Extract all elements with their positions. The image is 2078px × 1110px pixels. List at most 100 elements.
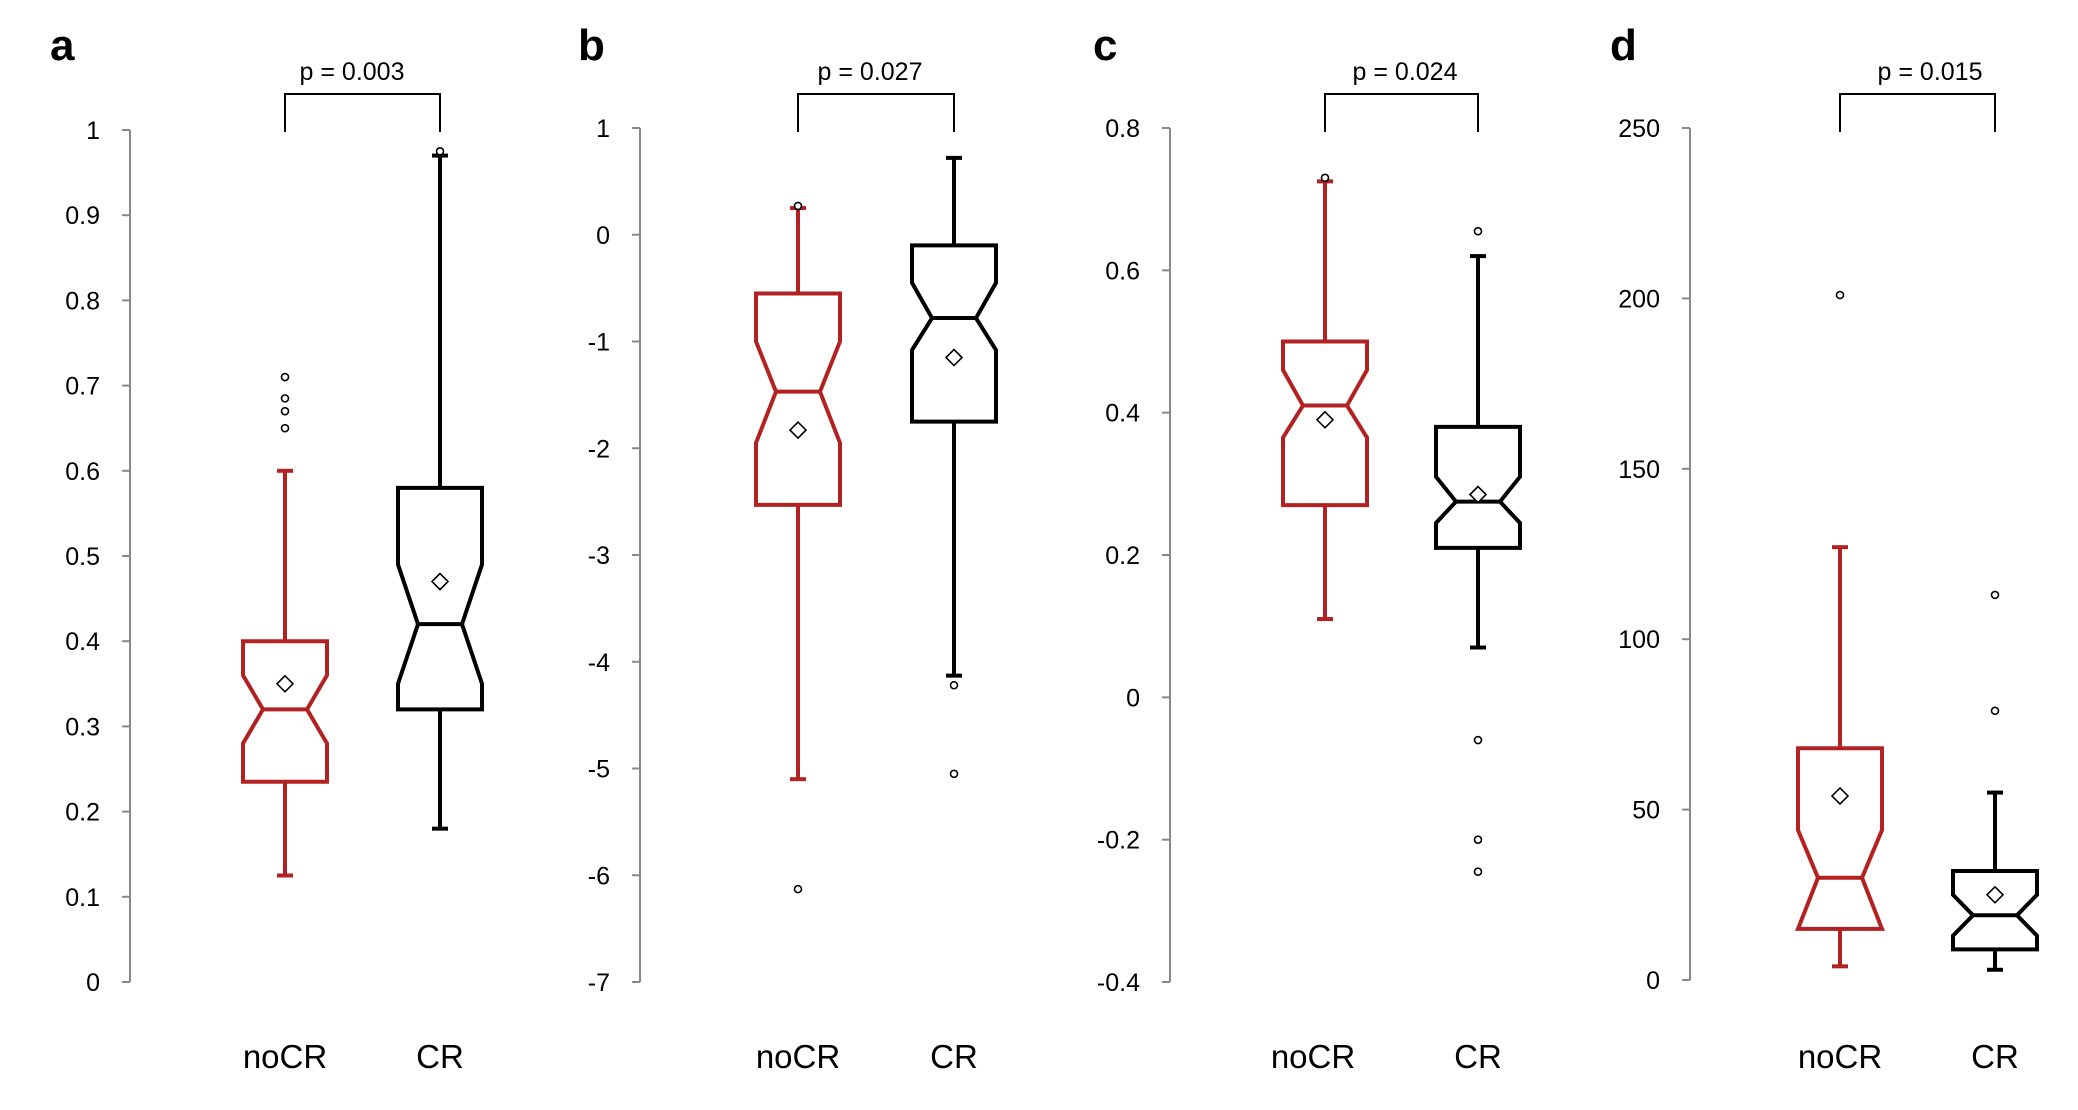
notched-box: [754, 291, 842, 507]
mean-marker: [275, 674, 295, 693]
box-cr: [396, 147, 484, 831]
panel-letter: b: [578, 21, 605, 70]
plot-area: [241, 93, 484, 878]
outlier-point: [1473, 735, 1483, 745]
y-tick-label: 0.5: [65, 543, 100, 571]
y-tick-label: 0.2: [1105, 542, 1140, 570]
outlier-point: [1473, 226, 1483, 236]
y-tick-label: 0.3: [65, 713, 100, 741]
panel-letter: d: [1610, 21, 1637, 70]
outlier-point: [280, 423, 290, 433]
y-tick-label: 0: [1646, 967, 1660, 995]
category-label-cr: CR: [416, 1038, 464, 1075]
box-nocr: [754, 201, 842, 894]
y-tick-label: 1: [86, 117, 100, 145]
box-nocr: [1281, 173, 1369, 622]
y-tick-label: -0.4: [1097, 969, 1140, 997]
category-label-nocr: noCR: [756, 1038, 840, 1075]
y-tick-label: 0.9: [65, 202, 100, 230]
outlier-point: [949, 769, 959, 779]
panel-d: d p = 0.015 0 50 100 150 200 250 noCR CR: [1610, 21, 2039, 1075]
notched-box: [241, 639, 329, 784]
y-tick-label: -0.2: [1097, 827, 1140, 855]
box-nocr: [1795, 290, 1885, 969]
panel-c: c p = 0.024 -0.4 -0.2 0 0.2 0.4 0.6 0.8 noCR C…: [1093, 21, 1522, 1075]
notched-box: [910, 243, 998, 424]
y-tick-label: 0.8: [1105, 115, 1140, 143]
y-axis: 0 50 100 150 200 250: [1618, 115, 1691, 995]
y-tick-label: 50: [1632, 797, 1660, 825]
y-tick-label: 0.6: [65, 458, 100, 486]
p-value-label: p = 0.015: [1878, 58, 1983, 86]
y-tick-label: -5: [588, 756, 610, 784]
outlier-point: [793, 884, 803, 894]
mean-marker: [1315, 410, 1335, 429]
mean-marker: [1830, 786, 1850, 806]
y-tick-label: 0.7: [65, 373, 100, 401]
mean-marker: [788, 420, 808, 440]
y-tick-label: 0.4: [65, 628, 100, 656]
y-tick-label: 0: [86, 969, 100, 997]
outlier-point: [1473, 867, 1483, 876]
outlier-point: [280, 394, 290, 403]
outlier-point: [949, 680, 959, 690]
mean-marker: [1468, 485, 1488, 504]
y-axis: -7 -6 -5 -4 -3 -2 -1 0 1: [588, 115, 641, 997]
p-value-label: p = 0.024: [1353, 58, 1458, 86]
y-tick-label: 100: [1618, 626, 1660, 654]
y-tick-label: -1: [588, 329, 610, 357]
significance-bracket: [1324, 93, 1479, 132]
y-tick-label: -6: [588, 862, 610, 890]
category-label-nocr: noCR: [1271, 1038, 1355, 1075]
mean-marker: [430, 572, 450, 591]
outlier-point: [1990, 590, 2000, 600]
mean-marker: [944, 348, 964, 367]
outlier-point: [793, 201, 803, 211]
outlier-point: [435, 147, 445, 156]
significance-bracket: [284, 93, 441, 132]
category-label-nocr: noCR: [243, 1038, 327, 1075]
y-tick-label: 0.1: [65, 884, 100, 912]
plot-area: [754, 93, 998, 894]
significance-bracket: [797, 93, 955, 132]
panel-b: b p = 0.027 -7 -6 -5 -4 -3 -2 -1 0 1 noCR CR: [578, 21, 998, 1075]
mean-marker: [1985, 885, 2005, 904]
panel-letter: a: [50, 21, 75, 70]
category-label-nocr: noCR: [1798, 1038, 1882, 1075]
notched-box: [396, 485, 484, 712]
notched-box: [1795, 746, 1885, 931]
category-label-cr: CR: [930, 1038, 978, 1075]
box-nocr: [241, 372, 329, 878]
plot-area: [1281, 93, 1522, 876]
y-axis: -0.4 -0.2 0 0.2 0.4 0.6 0.8: [1097, 115, 1171, 997]
y-tick-label: -4: [588, 649, 610, 677]
outlier-point: [280, 406, 290, 416]
outlier-point: [1835, 290, 1845, 300]
y-tick-label: 0.2: [65, 799, 100, 827]
y-tick-label: 250: [1618, 115, 1660, 143]
y-tick-label: 200: [1618, 285, 1660, 313]
panel-letter: c: [1093, 21, 1117, 70]
p-value-label: p = 0.027: [818, 58, 923, 86]
y-tick-label: 150: [1618, 456, 1660, 484]
p-value-label: p = 0.003: [300, 58, 405, 86]
outlier-point: [1473, 835, 1483, 844]
outlier-point: [280, 372, 290, 382]
y-tick-label: 0.4: [1105, 400, 1140, 428]
box-cr: [1951, 590, 2039, 972]
outlier-point: [1990, 706, 2000, 716]
y-tick-label: -2: [588, 435, 610, 463]
significance-bracket: [1839, 93, 1996, 132]
y-tick-label: 0: [596, 222, 610, 250]
category-label-cr: CR: [1971, 1038, 2019, 1075]
y-tick-label: 0.6: [1105, 257, 1140, 285]
plot-area: [1795, 93, 2039, 972]
y-tick-label: 0.8: [65, 287, 100, 315]
box-cr: [910, 155, 998, 779]
y-tick-label: -7: [588, 969, 610, 997]
y-tick-label: 0: [1126, 684, 1140, 712]
category-label-cr: CR: [1454, 1038, 1502, 1075]
y-axis: 0 0.1 0.2 0.3 0.4 0.5 0.6 0.7 0.8 0.9 1: [65, 117, 131, 997]
y-tick-label: 1: [596, 115, 610, 143]
